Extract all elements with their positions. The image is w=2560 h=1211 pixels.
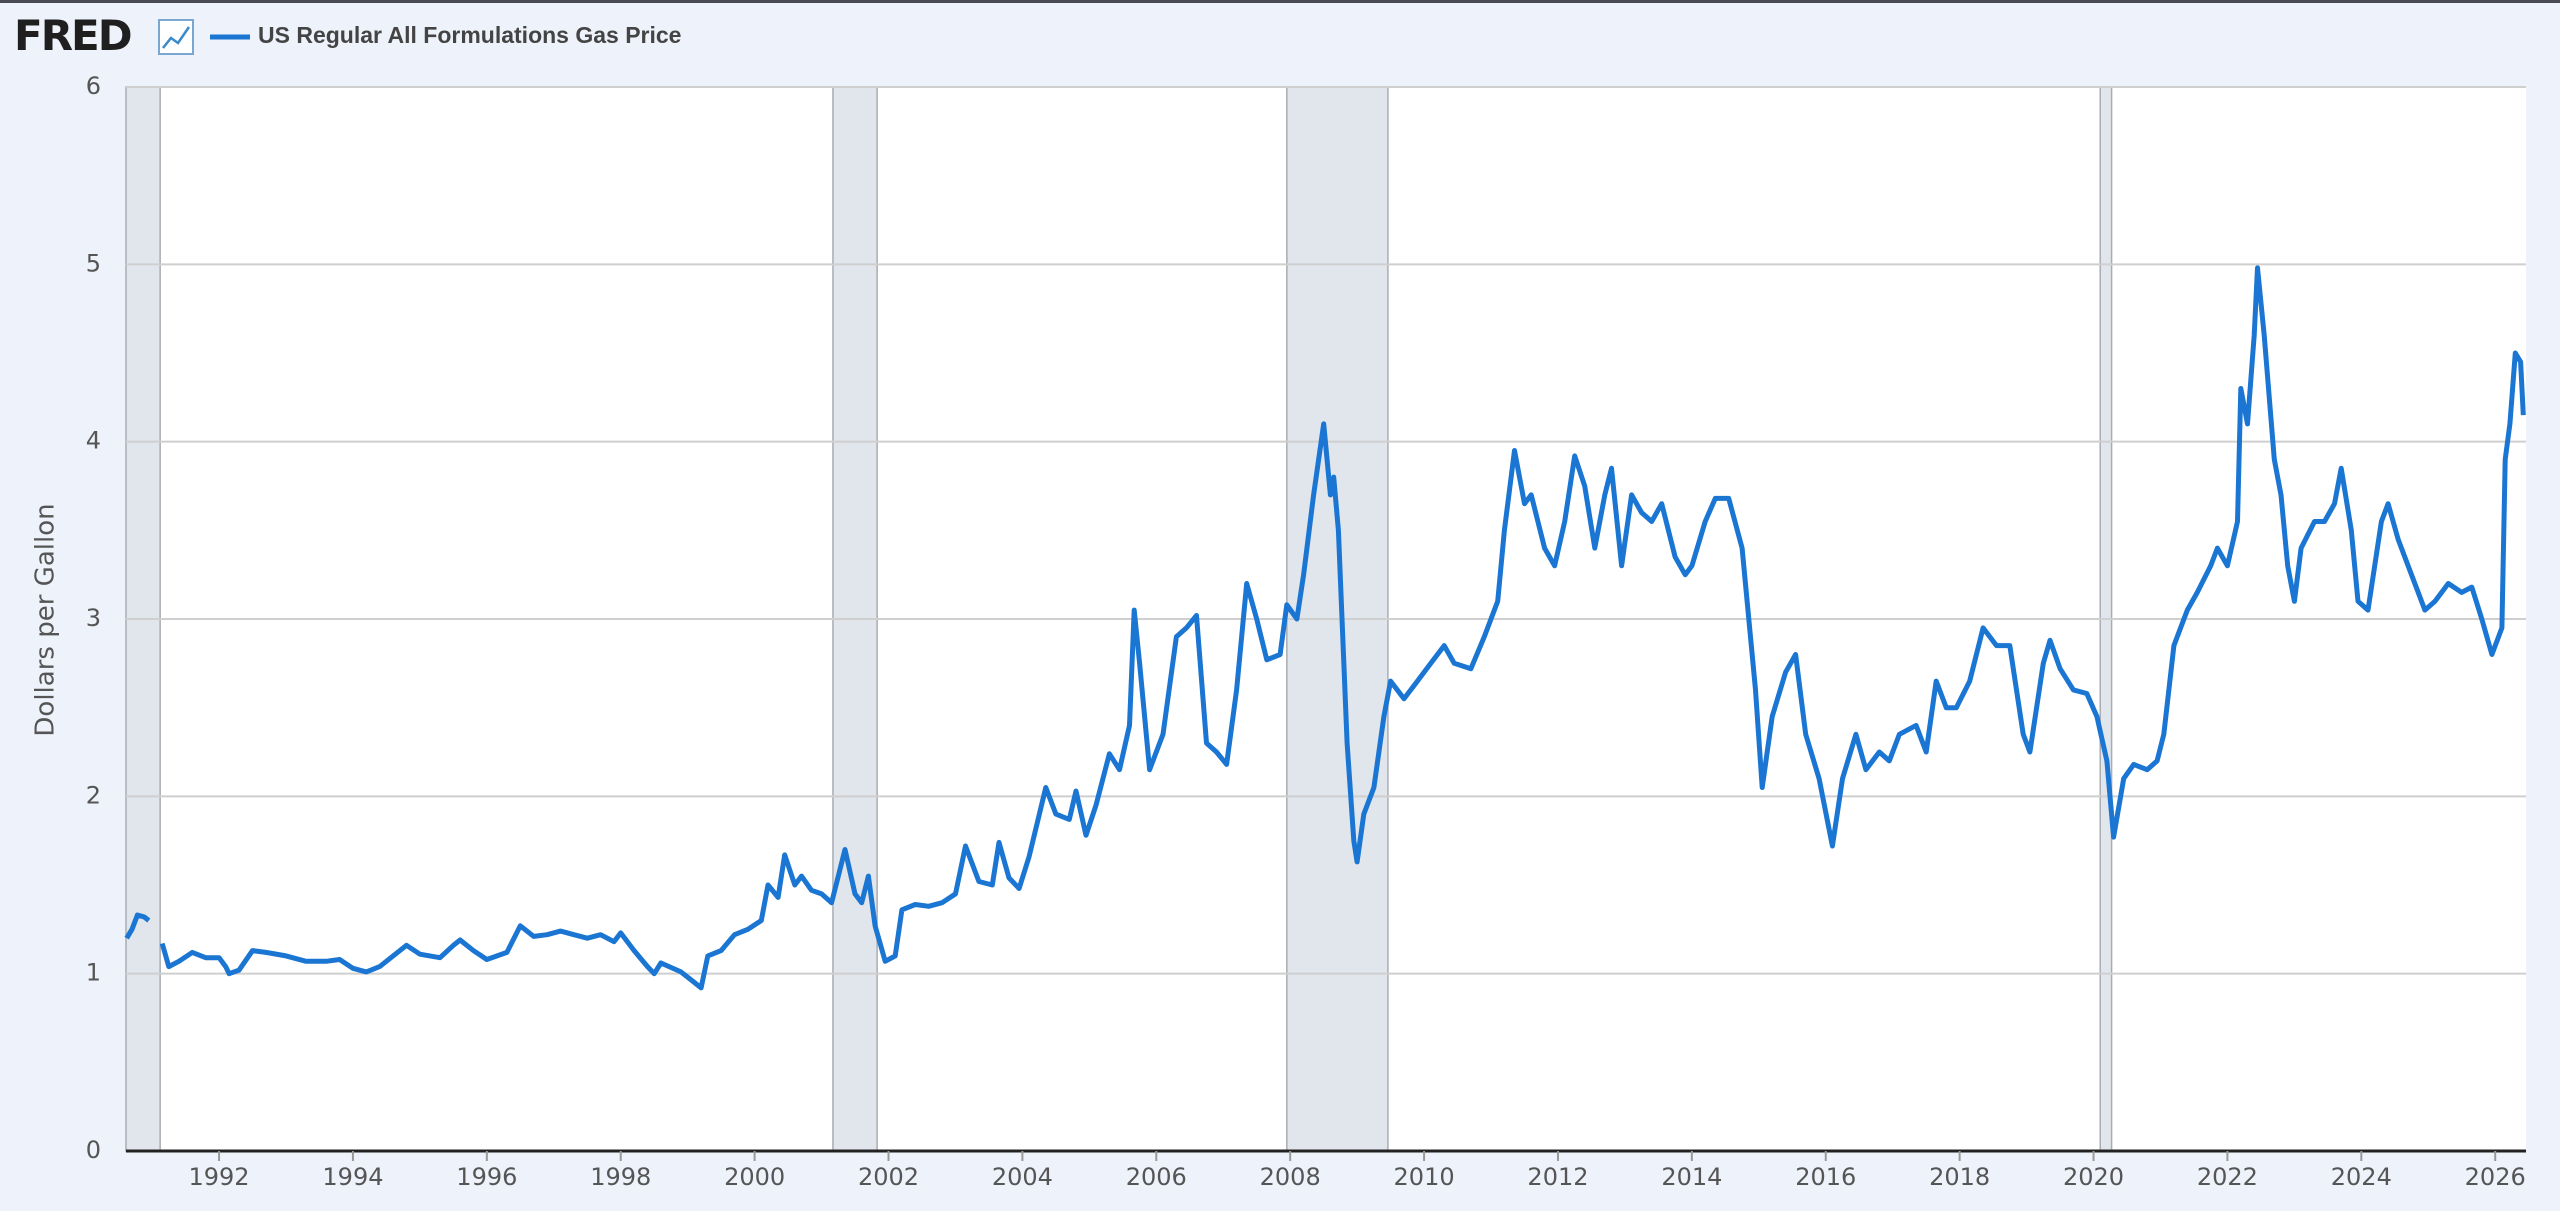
x-tick-label: 2016 [1795,1163,1856,1191]
x-tick-label: 2004 [992,1163,1053,1191]
x-tick-label: 2000 [724,1163,785,1191]
x-tick-label: 2014 [1661,1163,1722,1191]
x-tick-label: 2020 [2063,1163,2124,1191]
x-tick-label: 2002 [858,1163,919,1191]
top-border [0,0,2560,3]
logo-icon [158,19,194,55]
y-tick-label: 3 [86,604,101,632]
x-tick-label: 1998 [590,1163,651,1191]
x-tick-label: 1994 [322,1163,383,1191]
x-tick-label: 2010 [1394,1163,1455,1191]
x-tick-label: 2024 [2331,1163,2392,1191]
x-tick-label: 1996 [456,1163,517,1191]
x-tick-label: 2022 [2197,1163,2258,1191]
x-tick-label: 2008 [1260,1163,1321,1191]
x-tick-label: 1992 [189,1163,250,1191]
x-tick-label: 2026 [2465,1163,2526,1191]
legend-label: US Regular All Formulations Gas Price [258,22,681,48]
logo: FRED [14,11,131,60]
y-tick-label: 6 [86,72,101,100]
y-tick-label: 5 [86,249,101,277]
y-axis-label: Dollars per Gallon [31,503,61,736]
series-line [124,265,2526,991]
x-tick-label: 2012 [1527,1163,1588,1191]
y-tick-label: 4 [86,427,101,455]
y-tick-label: 1 [86,959,101,987]
x-tick-label: 2006 [1126,1163,1187,1191]
y-tick-label: 0 [86,1136,101,1164]
y-tick-label: 2 [86,781,101,809]
x-tick-label: 2018 [1929,1163,1990,1191]
